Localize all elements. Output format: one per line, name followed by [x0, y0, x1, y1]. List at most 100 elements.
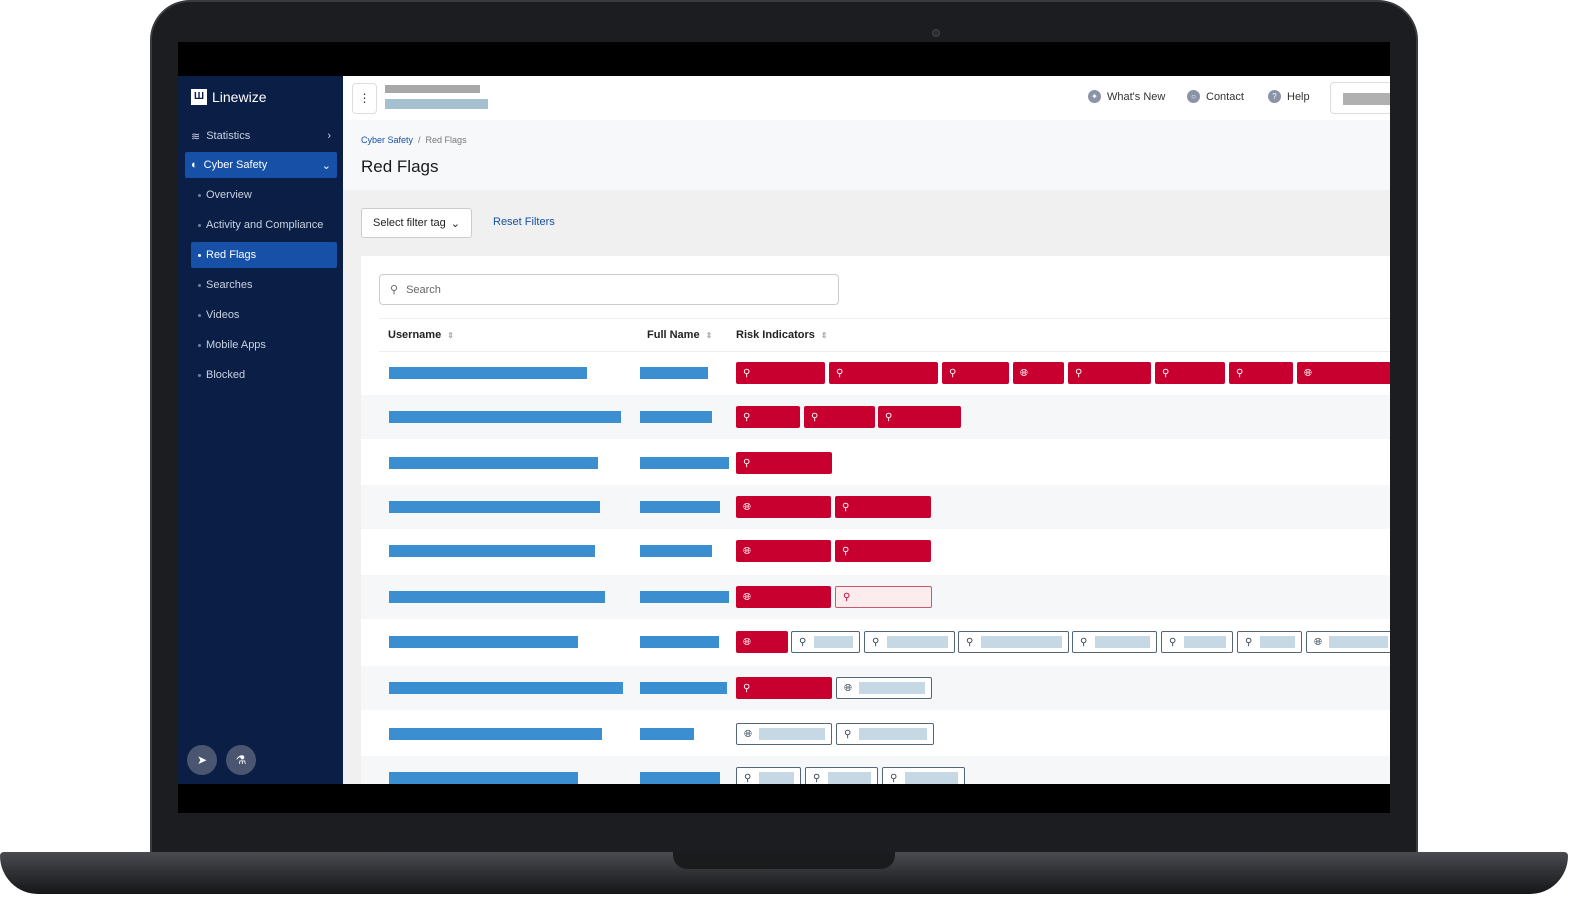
table-row[interactable]: 🌐︎ ⚲ — [361, 575, 1390, 619]
col-label: Risk Indicators — [736, 329, 815, 341]
risk-indicator-tag[interactable]: ⚲ — [1072, 631, 1157, 653]
sort-icon: ⇕ — [705, 330, 713, 340]
risk-indicator-tag[interactable]: ⚲ — [736, 362, 825, 384]
risk-indicator-tag[interactable]: ⚲ — [1229, 362, 1293, 384]
search-icon: ⚲ — [743, 411, 751, 423]
shield-icon: ◐ — [191, 159, 198, 171]
help-icon: ? — [1268, 90, 1281, 103]
table-row[interactable]: 🌐︎ ⚲ ⚲ ⚲ ⚲ ⚲ ⚲ 🌐︎ — [361, 620, 1390, 664]
col-full-name[interactable]: Full Name ⇕ — [647, 329, 712, 341]
search-icon: ⚲ — [949, 367, 957, 379]
tag-redacted — [1260, 636, 1295, 648]
risk-indicator-tag[interactable]: ⚲ — [791, 631, 860, 653]
contact-label: Contact — [1206, 90, 1244, 103]
search-icon: ⚲ — [885, 411, 893, 423]
risk-indicator-tag[interactable]: ⚲ — [864, 631, 955, 653]
risk-indicator-tag[interactable]: ⚲ — [736, 452, 832, 474]
username-redacted[interactable] — [389, 545, 595, 557]
risk-indicator-tag[interactable]: ⚲ — [942, 362, 1009, 384]
sidebar-sub-blocked[interactable]: Blocked — [191, 362, 337, 388]
risk-indicator-tag[interactable]: ⚲ — [878, 406, 961, 428]
table-row[interactable]: 🌐︎ ⚲ — [361, 485, 1390, 529]
contact-link[interactable]: ○ Contact — [1187, 90, 1244, 103]
risk-indicator-tag[interactable]: ⚲ — [736, 406, 800, 428]
sidebar-sub-mobile-apps[interactable]: Mobile Apps — [191, 332, 337, 358]
username-redacted[interactable] — [389, 591, 605, 603]
risk-indicator-tag[interactable]: ⚲ — [1161, 631, 1233, 653]
risk-indicator-tag[interactable]: ⚲ — [1068, 362, 1151, 384]
search-input[interactable]: ⚲ Search — [379, 274, 839, 305]
table-row[interactable]: 🌐︎ ⚲ — [361, 529, 1390, 573]
table-row[interactable]: ⚲ ⚲ ⚲ — [361, 756, 1390, 784]
risk-indicator-tag[interactable]: 🌐︎ — [836, 677, 932, 699]
risk-indicator-tag[interactable]: ⚲ — [804, 406, 875, 428]
filter-tag-select[interactable]: Select filter tag ⌄ — [361, 208, 472, 238]
risk-indicator-tag[interactable]: ⚲ — [835, 586, 932, 608]
logo-icon: Ш — [191, 89, 207, 105]
table-row[interactable]: ⚲ 🌐︎ — [361, 666, 1390, 710]
risk-indicator-tag[interactable]: ⚲ — [835, 496, 931, 518]
sidebar-sub-overview[interactable]: Overview — [191, 182, 337, 208]
tag-redacted — [828, 772, 871, 784]
risk-indicator-tag[interactable]: 🌐︎ — [736, 540, 831, 562]
risk-indicator-tag[interactable]: ⚲ — [736, 677, 832, 699]
risk-indicator-tag[interactable]: 🌐︎ — [1013, 362, 1064, 384]
kebab-menu-icon[interactable]: ⋮ — [352, 83, 377, 114]
sidebar-sub-videos[interactable]: Videos — [191, 302, 337, 328]
risk-indicator-tag[interactable]: 🌐︎ — [1306, 631, 1390, 653]
risk-indicator-tag[interactable]: ⚲ — [882, 767, 965, 784]
risk-indicator-tag[interactable]: 🌐︎ — [736, 723, 832, 745]
sidebar-sub-searches[interactable]: Searches — [191, 272, 337, 298]
col-risk-indicators[interactable]: Risk Indicators ⇕ — [736, 329, 828, 341]
sidebar-sub-label: Searches — [206, 279, 253, 291]
risk-indicator-tag[interactable]: ⚲ — [829, 362, 938, 384]
table-row[interactable]: 🌐︎ ⚲ — [361, 712, 1390, 756]
col-label: Full Name — [647, 329, 700, 341]
search-icon: ⚲ — [842, 501, 850, 513]
risk-indicator-tag[interactable]: 🌐︎ — [1297, 362, 1390, 384]
sidebar-sub-activity[interactable]: Activity and Compliance — [191, 212, 337, 238]
search-icon: ⚲ — [813, 772, 821, 784]
risk-indicator-tag[interactable]: ⚲ — [835, 540, 931, 562]
account-button[interactable] — [1330, 82, 1390, 114]
risk-indicator-tag[interactable]: 🌐︎ — [736, 586, 831, 608]
username-redacted[interactable] — [389, 501, 600, 513]
reset-filters-button[interactable]: Reset Filters — [493, 216, 555, 228]
sidebar-sub-red-flags[interactable]: Red Flags — [191, 242, 337, 268]
page-title: Red Flags — [361, 157, 439, 176]
search-icon: ⚲ — [890, 772, 898, 784]
username-redacted[interactable] — [389, 682, 623, 694]
risk-indicator-tag[interactable]: ⚲ — [958, 631, 1069, 653]
table-row[interactable]: ⚲ — [361, 441, 1390, 485]
search-icon: ⚲ — [1080, 636, 1088, 648]
username-redacted[interactable] — [389, 457, 598, 469]
sidebar-item-statistics[interactable]: ≋ Statistics › — [185, 123, 337, 149]
tag-redacted — [859, 682, 925, 694]
username-redacted[interactable] — [389, 411, 621, 423]
whats-new-link[interactable]: ✦ What's New — [1088, 90, 1165, 103]
full-name-redacted — [640, 636, 719, 648]
risk-indicator-tag[interactable]: ⚲ — [805, 767, 878, 784]
risk-indicator-tag[interactable]: ⚲ — [736, 767, 801, 784]
risk-indicator-tag[interactable]: 🌐︎ — [736, 631, 788, 653]
username-redacted[interactable] — [389, 772, 578, 784]
send-icon-button[interactable]: ➤ — [187, 745, 217, 775]
username-redacted[interactable] — [389, 636, 578, 648]
search-icon: ⚲ — [743, 682, 751, 694]
risk-indicator-tag[interactable]: ⚲ — [836, 723, 934, 745]
risk-indicator-tag[interactable]: ⚲ — [1155, 362, 1225, 384]
globe-icon: 🌐︎ — [743, 636, 751, 648]
table-row[interactable]: ⚲ ⚲ ⚲ 🌐︎ ⚲ ⚲ ⚲ 🌐︎ — [361, 351, 1390, 395]
table-row[interactable]: ⚲ ⚲ ⚲ — [361, 395, 1390, 439]
sidebar-item-cyber-safety[interactable]: ◐ Cyber Safety ⌄ — [185, 152, 337, 178]
risk-indicator-tag[interactable]: 🌐︎ — [736, 496, 831, 518]
breadcrumb-parent[interactable]: Cyber Safety — [361, 135, 414, 145]
sidebar-sub-label: Activity and Compliance — [206, 219, 324, 231]
sidebar-sub-label: Red Flags — [206, 249, 257, 261]
help-link[interactable]: ? Help — [1268, 90, 1310, 103]
risk-indicator-tag[interactable]: ⚲ — [1237, 631, 1302, 653]
lab-icon-button[interactable]: ⚗ — [226, 745, 256, 775]
username-redacted[interactable] — [389, 367, 587, 379]
username-redacted[interactable] — [389, 728, 602, 740]
col-username[interactable]: Username ⇕ — [388, 329, 454, 341]
